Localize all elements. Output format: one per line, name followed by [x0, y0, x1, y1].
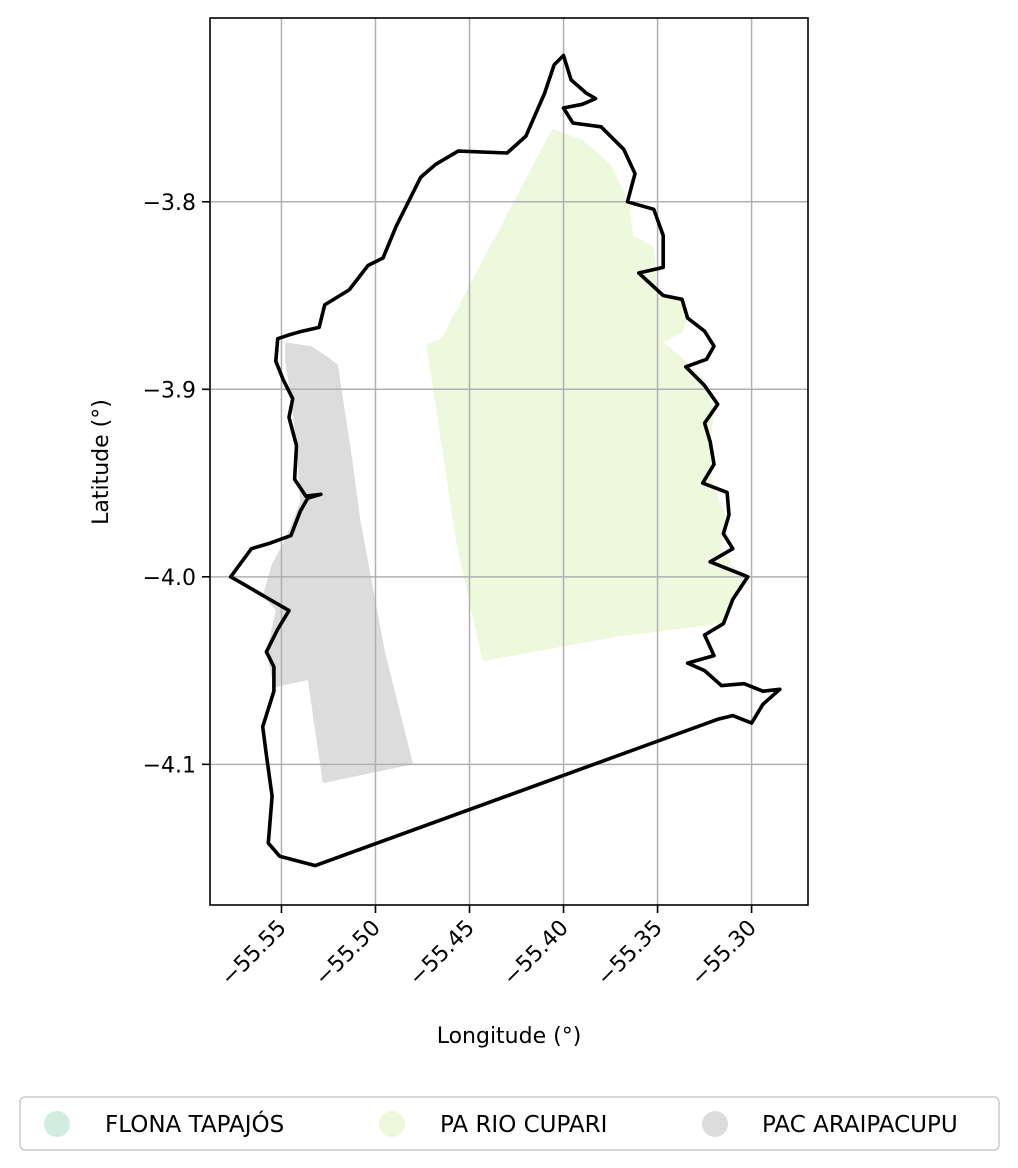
y-tick-label: −3.8 — [143, 191, 196, 216]
plot-frame — [209, 17, 809, 906]
x-tick-label: −55.50 — [310, 916, 385, 991]
x-tick-label: −55.45 — [405, 916, 480, 991]
y-tick-label: −3.9 — [143, 378, 196, 403]
x-tick-label: −55.30 — [687, 916, 762, 991]
legend: FLONA TAPAJÓS PA RIO CUPARI PAC ARAIPACUPU — [19, 1096, 1000, 1151]
legend-marker — [44, 1111, 70, 1137]
study-area-boundary — [228, 53, 782, 868]
legend-items: FLONA TAPAJÓS PA RIO CUPARI PAC ARAIPACUPU — [44, 1110, 958, 1138]
y-tick-label: −4.1 — [143, 753, 196, 778]
region-pa-rio-cupari — [426, 128, 745, 662]
legend-frame — [19, 1096, 1000, 1151]
legend-marker — [379, 1111, 405, 1137]
boundary-layer — [228, 53, 782, 868]
y-axis-label: Latitude (°) — [89, 399, 114, 525]
y-tick-label: −4.0 — [143, 566, 196, 591]
x-tick-label: −55.55 — [216, 916, 291, 991]
legend-label: FLONA TAPAJÓS — [105, 1110, 284, 1138]
x-axis-label: Longitude (°) — [437, 1024, 582, 1049]
legend-label: PAC ARAIPACUPU — [762, 1112, 958, 1138]
x-tick-label: −55.35 — [593, 916, 668, 991]
x-tick-label: −55.40 — [499, 916, 574, 991]
legend-label: PA RIO CUPARI — [440, 1112, 607, 1138]
x-ticks: −55.55 −55.50 −55.45 −55.40 −55.35 −55.30 — [216, 905, 762, 991]
legend-marker — [702, 1111, 728, 1137]
y-ticks: −3.8 −3.9 −4.0 −4.1 — [143, 191, 210, 778]
